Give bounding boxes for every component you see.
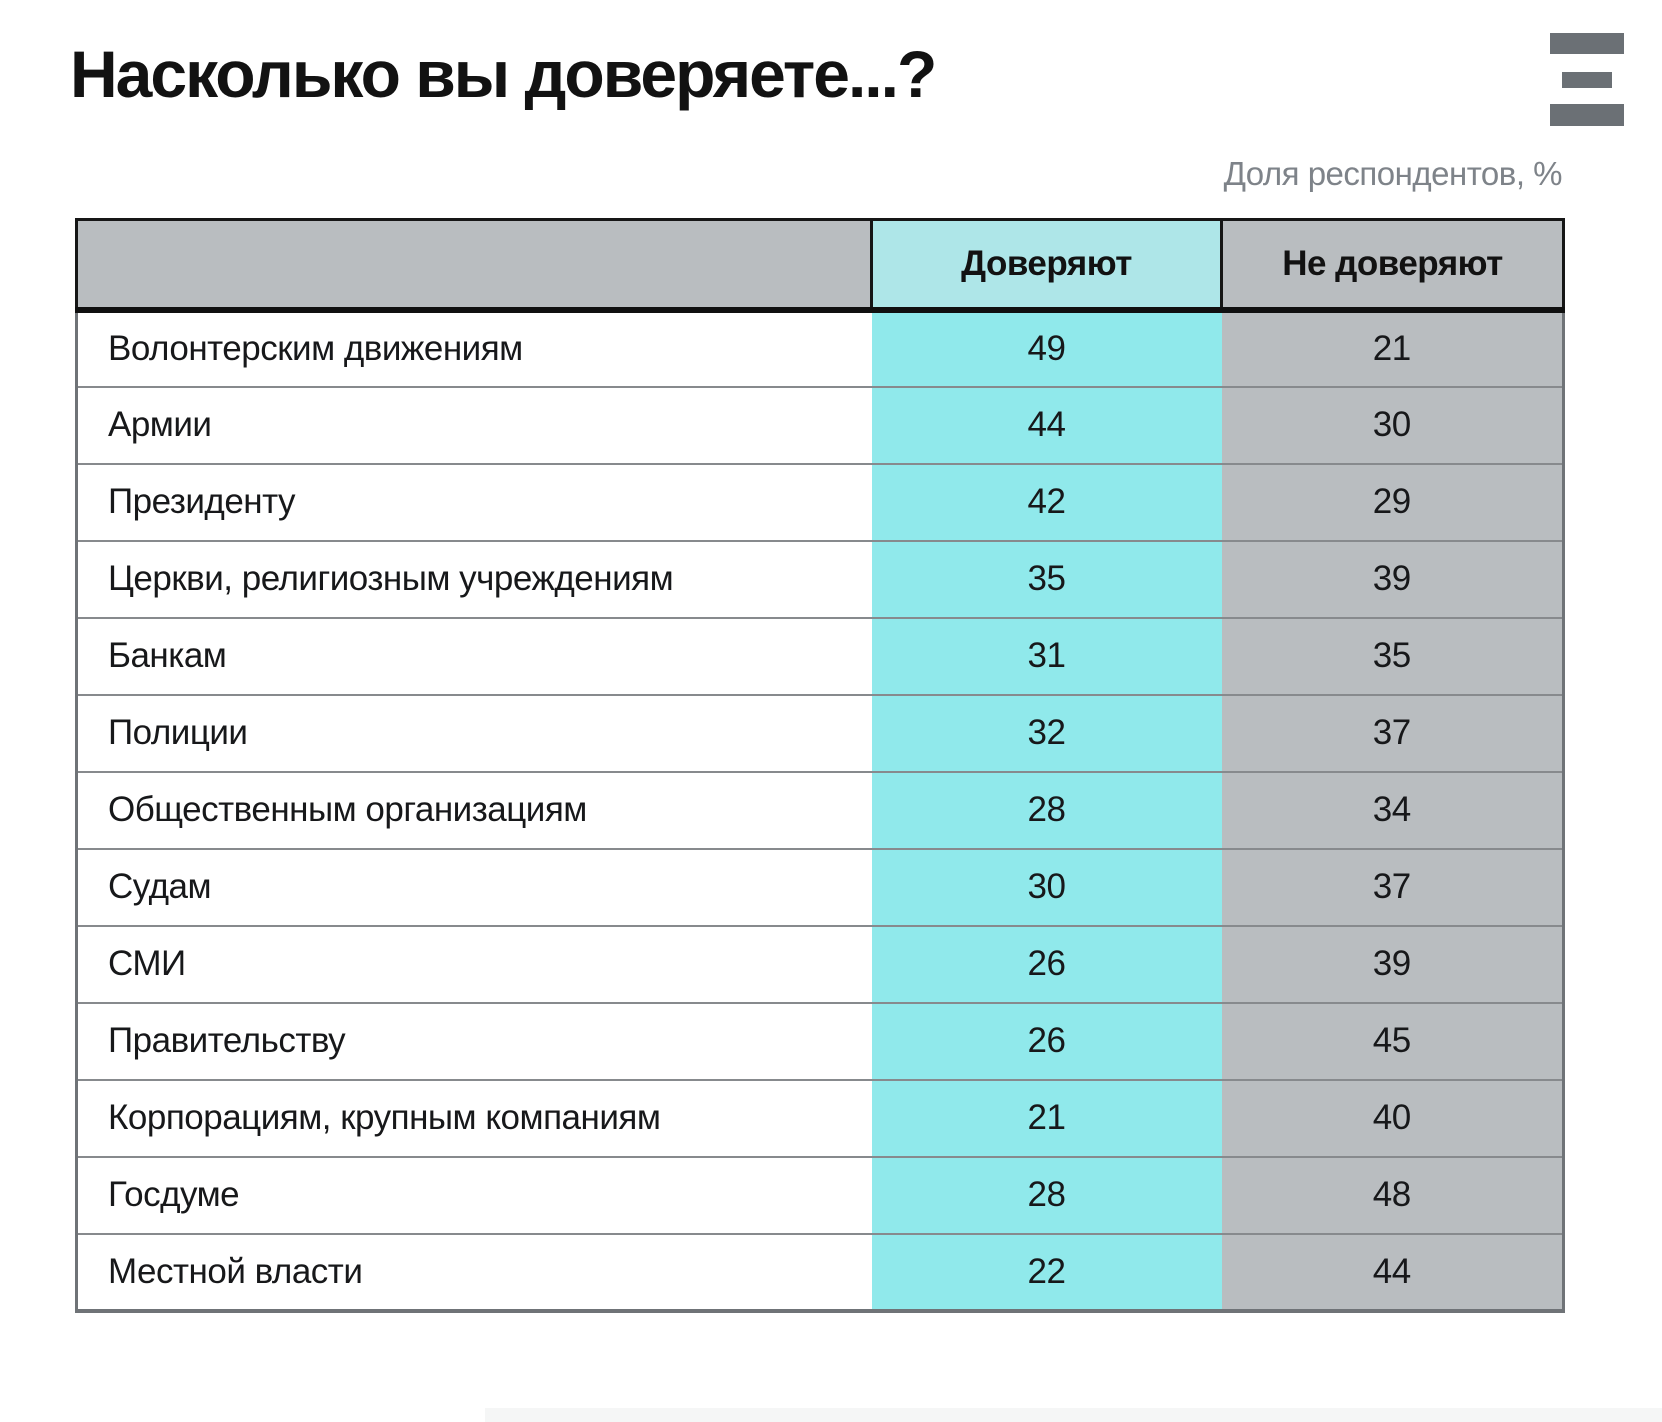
row-label: Общественным организациям — [75, 770, 872, 849]
table-row: Местной власти 22 44 — [75, 1232, 1565, 1313]
row-label: Правительству — [75, 1001, 872, 1080]
table-row: СМИ 26 39 — [75, 924, 1565, 1003]
bottom-strip — [485, 1408, 1662, 1422]
trust-value: 26 — [871, 924, 1222, 1003]
table-row: Армии 44 30 — [75, 385, 1565, 464]
distrust-value: 40 — [1221, 1078, 1565, 1157]
distrust-value: 34 — [1221, 770, 1565, 849]
distrust-value: 44 — [1221, 1232, 1565, 1313]
row-label: Госдуме — [75, 1155, 872, 1234]
trust-value: 32 — [871, 693, 1222, 772]
page-title: Насколько вы доверяете...? — [70, 37, 937, 111]
distrust-value: 21 — [1221, 309, 1565, 387]
table-row: Правительству 26 45 — [75, 1001, 1565, 1080]
distrust-value: 45 — [1221, 1001, 1565, 1080]
table-row: Волонтерским движениям 49 21 — [75, 309, 1565, 387]
table-row: Общественным организациям 28 34 — [75, 770, 1565, 849]
table-body: Волонтерским движениям 49 21 Армии 44 30… — [75, 309, 1565, 1313]
trust-value: 21 — [871, 1078, 1222, 1157]
table-row: Президенту 42 29 — [75, 462, 1565, 541]
row-label: Волонтерским движениям — [75, 309, 872, 387]
row-label: Полиции — [75, 693, 872, 772]
row-label: Армии — [75, 385, 872, 464]
row-label: Президенту — [75, 462, 872, 541]
table-row: Церкви, религиозным учреждениям 35 39 — [75, 539, 1565, 618]
row-label: СМИ — [75, 924, 872, 1003]
trust-value: 22 — [871, 1232, 1222, 1313]
distrust-value: 39 — [1221, 924, 1565, 1003]
trust-value: 49 — [871, 309, 1222, 387]
header-distrust-cell: Не доверяют — [1220, 218, 1565, 313]
table-row: Судам 30 37 — [75, 847, 1565, 926]
trust-value: 44 — [871, 385, 1222, 464]
trust-table: Доверяют Не доверяют Волонтерским движен… — [75, 218, 1565, 1313]
table-row: Полиции 32 37 — [75, 693, 1565, 772]
header-blank-cell — [75, 218, 873, 313]
trust-value: 28 — [871, 1155, 1222, 1234]
distrust-value: 30 — [1221, 385, 1565, 464]
distrust-value: 37 — [1221, 693, 1565, 772]
header-trust-cell: Доверяют — [870, 218, 1223, 313]
units-note: Доля респондентов, % — [1223, 155, 1563, 192]
trust-value: 26 — [871, 1001, 1222, 1080]
row-label: Корпорациям, крупным компаниям — [75, 1078, 872, 1157]
trust-value: 35 — [871, 539, 1222, 618]
distrust-value: 37 — [1221, 847, 1565, 926]
table-row: Корпорациям, крупным компаниям 21 40 — [75, 1078, 1565, 1157]
table-row: Госдуме 28 48 — [75, 1155, 1565, 1234]
trust-value: 31 — [871, 616, 1222, 695]
distrust-value: 39 — [1221, 539, 1565, 618]
distrust-value: 35 — [1221, 616, 1565, 695]
trust-value: 42 — [871, 462, 1222, 541]
trust-value: 28 — [871, 770, 1222, 849]
table-header: Доверяют Не доверяют — [75, 218, 1565, 313]
logo-bar-middle — [1562, 72, 1612, 88]
distrust-value: 48 — [1221, 1155, 1565, 1234]
three-bars-logo-icon — [1550, 33, 1624, 126]
distrust-value: 29 — [1221, 462, 1565, 541]
logo-bar-top — [1550, 33, 1624, 54]
table-row: Банкам 31 35 — [75, 616, 1565, 695]
row-label: Церкви, религиозным учреждениям — [75, 539, 872, 618]
row-label: Судам — [75, 847, 872, 926]
row-label: Местной власти — [75, 1232, 872, 1313]
trust-value: 30 — [871, 847, 1222, 926]
row-label: Банкам — [75, 616, 872, 695]
logo-bar-bottom — [1550, 104, 1624, 126]
